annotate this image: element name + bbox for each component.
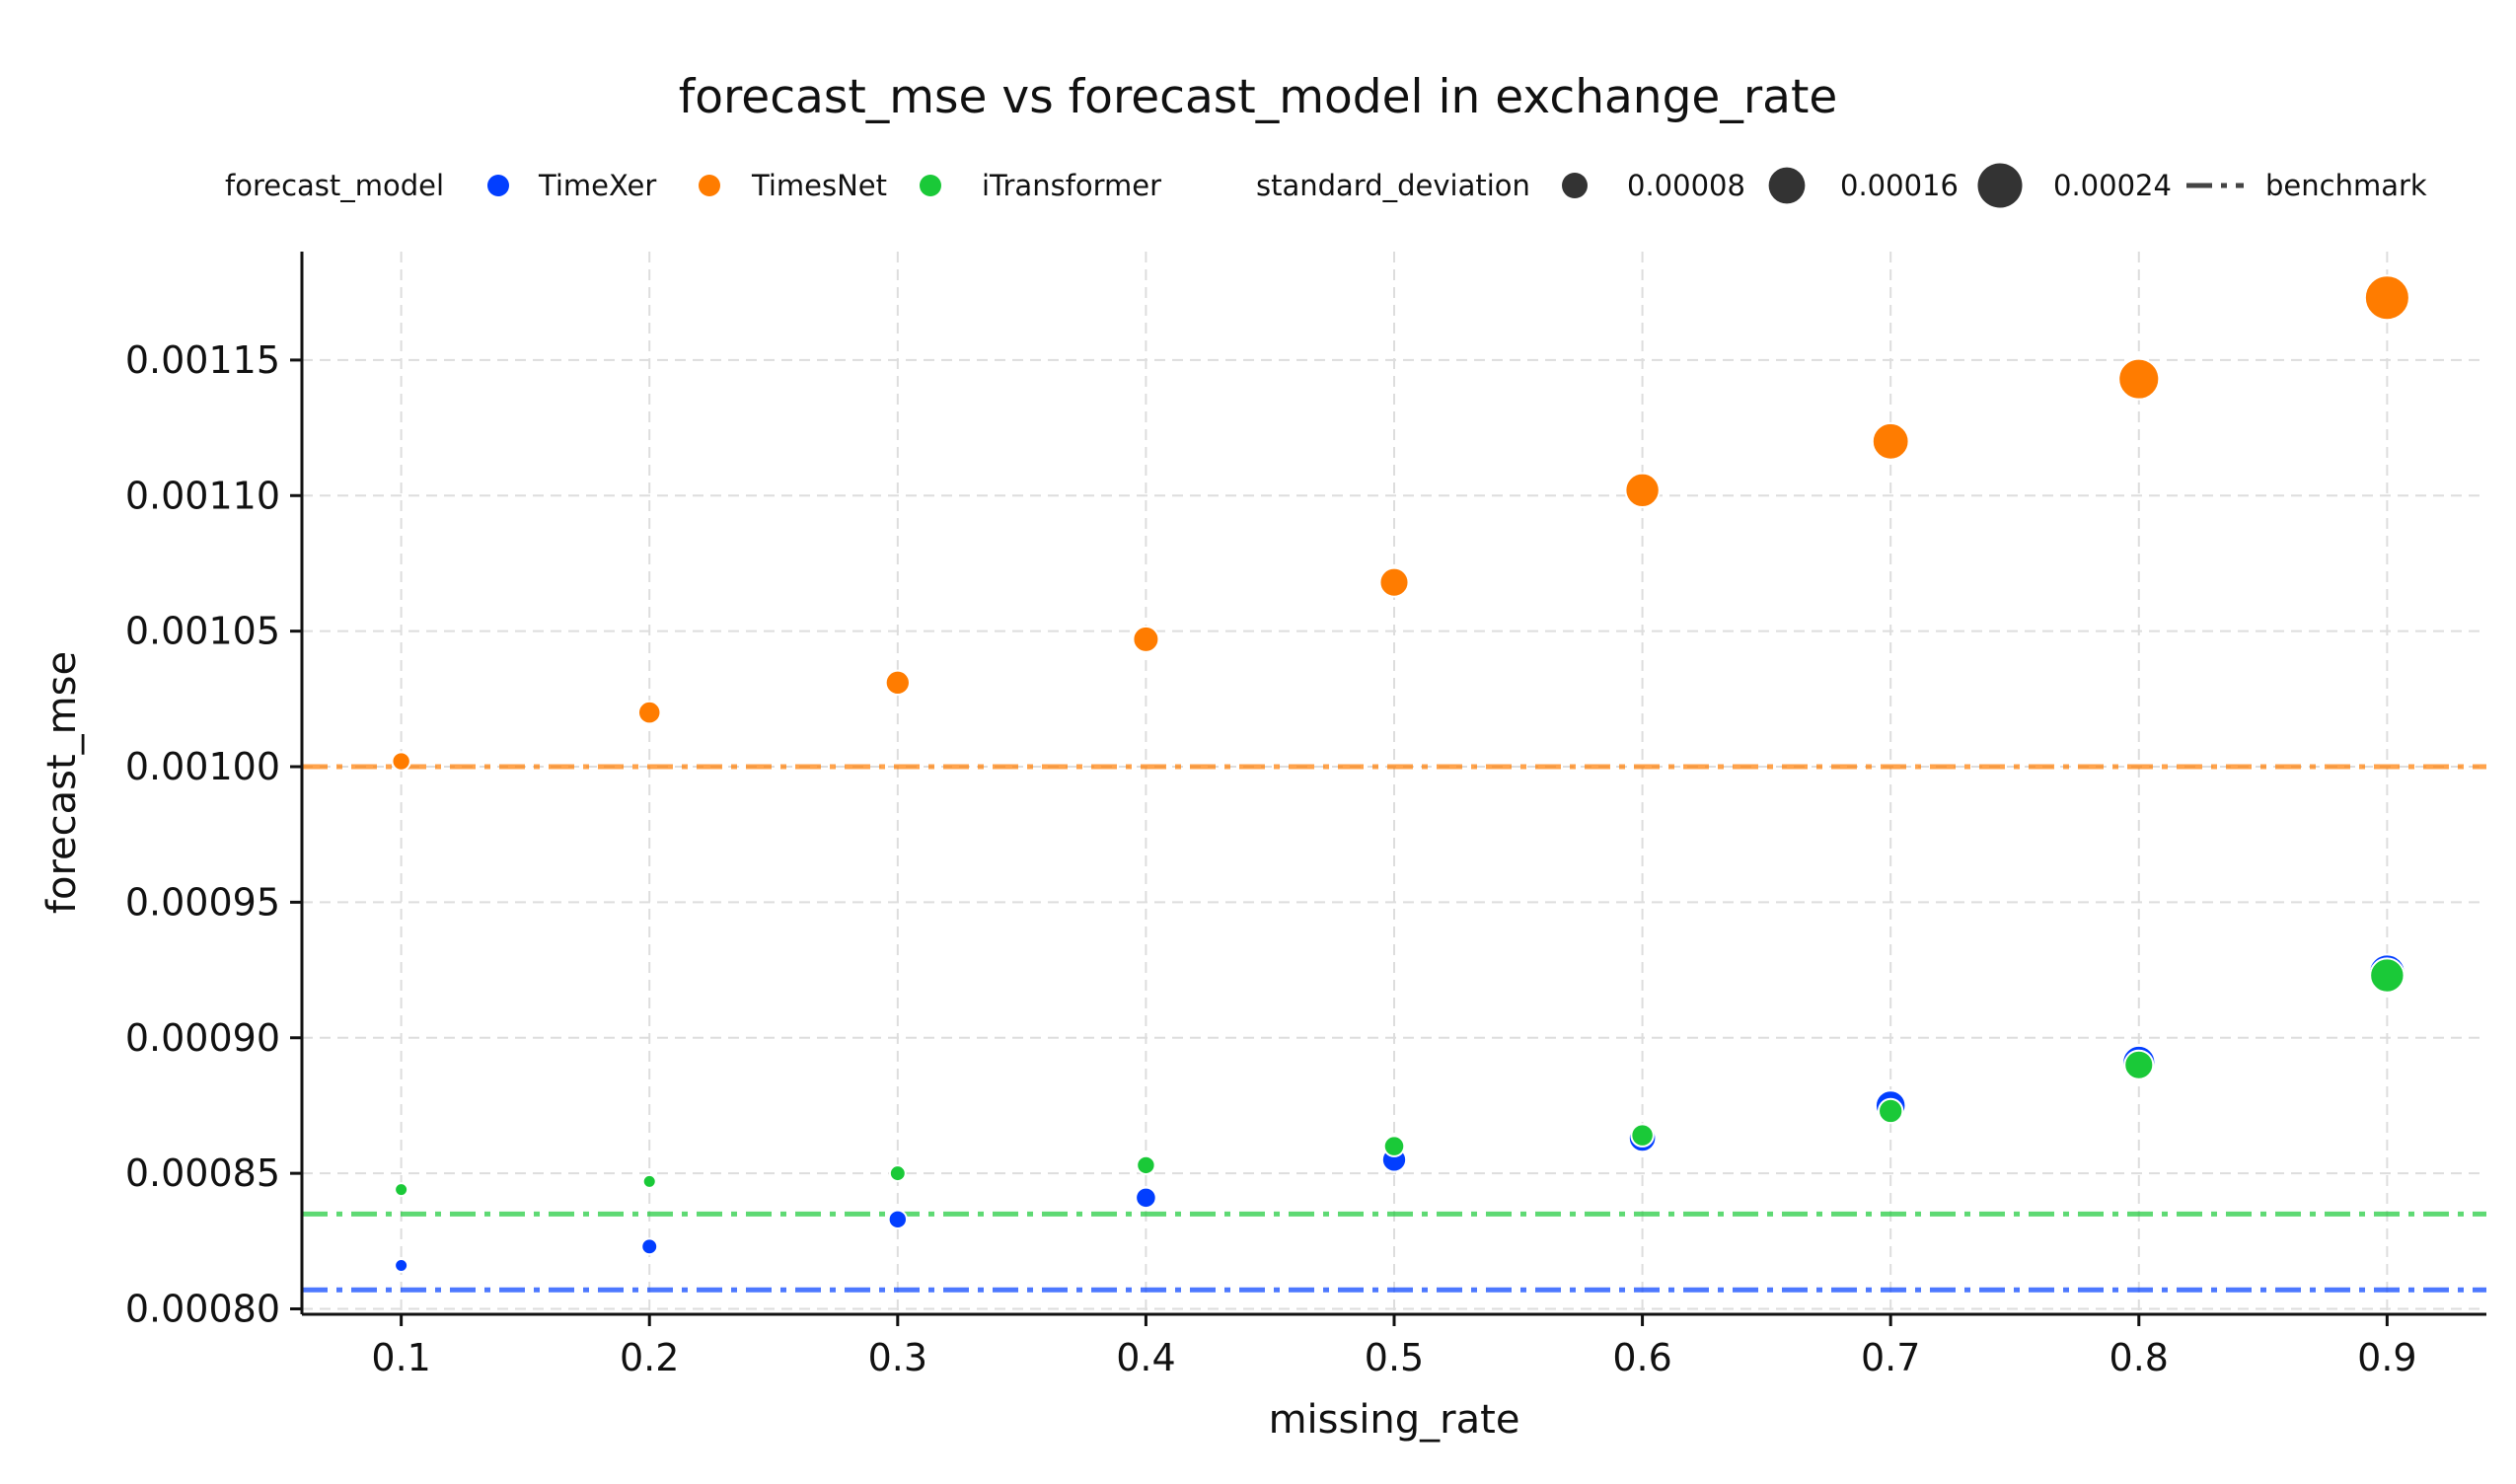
grid <box>302 252 2486 1314</box>
legend-size-label: 0.00016 <box>1840 169 1959 202</box>
data-point <box>884 669 911 697</box>
data-point <box>391 751 411 772</box>
y-axis-label: forecast_mse <box>39 651 85 914</box>
y-tick-label: 0.00110 <box>125 474 280 517</box>
axes: 0.1 0.2 0.3 0.4 0.5 0.6 0.7 0.8 0.9 0.00080 0.0008… <box>125 252 2486 1379</box>
x-tick-label: 0.1 <box>371 1336 430 1379</box>
legend-series-label: TimesNet <box>751 169 887 202</box>
x-tick-label: 0.7 <box>1861 1336 1920 1379</box>
chart-title: forecast_mse vs forecast_model in exchan… <box>679 70 1838 124</box>
x-tick-label: 0.8 <box>2109 1336 2169 1379</box>
legend-size-marker <box>1977 163 2023 208</box>
data-points <box>391 274 2410 1274</box>
data-point <box>888 1164 907 1183</box>
legend-size-title: standard_deviation <box>1256 169 1530 202</box>
data-point <box>1136 1154 1156 1176</box>
x-tick-label: 0.2 <box>620 1336 679 1379</box>
x-axis-label: missing_rate <box>1269 1397 1520 1443</box>
legend-marker <box>487 175 509 196</box>
data-point <box>1132 625 1160 653</box>
legend: forecast_model TimeXer TimesNet iTransforme… <box>225 163 2427 208</box>
data-point <box>1624 472 1661 508</box>
y-tick-label: 0.00105 <box>125 610 280 653</box>
data-point <box>887 1209 909 1230</box>
legend-series-label: iTransformer <box>982 169 1161 202</box>
legend-size-label: 0.00008 <box>1627 169 1745 202</box>
data-point <box>640 1237 659 1256</box>
legend-hue-title: forecast_model <box>225 169 444 202</box>
x-tick-label: 0.5 <box>1365 1336 1424 1379</box>
y-tick-label: 0.00095 <box>125 880 280 924</box>
y-tick-label: 0.00080 <box>125 1288 280 1331</box>
legend-size-label: 0.00024 <box>2053 169 2172 202</box>
data-point <box>1135 1186 1157 1210</box>
x-tick-label: 0.3 <box>868 1336 927 1379</box>
data-point <box>1378 566 1410 598</box>
x-tick-label: 0.4 <box>1116 1336 1175 1379</box>
data-point <box>2117 357 2161 401</box>
data-point <box>2363 274 2410 322</box>
legend-marker <box>699 175 720 196</box>
legend-benchmark-label: benchmark <box>2265 169 2427 202</box>
data-point <box>641 1173 657 1189</box>
benchmark-lines <box>302 764 2486 1293</box>
data-point <box>394 1182 409 1198</box>
x-tick-label: 0.9 <box>2357 1336 2416 1379</box>
y-tick-label: 0.00085 <box>125 1151 280 1195</box>
legend-marker <box>920 175 941 196</box>
data-point <box>2123 1049 2155 1080</box>
data-point <box>1382 1135 1406 1157</box>
data-point <box>1871 421 1910 461</box>
x-tick-label: 0.6 <box>1612 1336 1671 1379</box>
data-point <box>394 1258 409 1274</box>
data-point <box>1630 1123 1655 1148</box>
legend-size-marker <box>1768 167 1806 204</box>
legend-series-label: TimeXer <box>538 169 656 202</box>
data-point <box>636 700 662 725</box>
y-tick-label: 0.00090 <box>125 1016 280 1060</box>
data-point <box>2369 957 2405 994</box>
legend-size-marker <box>1562 173 1588 198</box>
y-tick-label: 0.00100 <box>125 745 280 788</box>
y-tick-label: 0.00115 <box>125 338 280 382</box>
data-point <box>1878 1097 1904 1125</box>
